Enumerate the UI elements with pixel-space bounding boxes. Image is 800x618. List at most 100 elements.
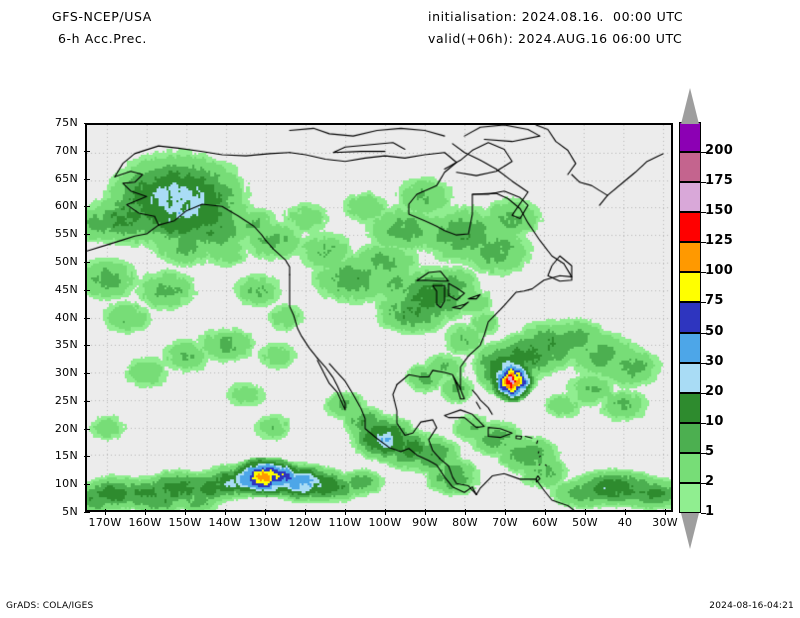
lat-tick <box>84 400 90 402</box>
lon-tick <box>465 509 466 515</box>
lat-tick <box>84 289 90 291</box>
colorbar-label-1: 1 <box>705 504 715 519</box>
colorbar-segment-100 <box>679 242 701 273</box>
lat-tick <box>84 206 90 208</box>
lat-label-50N: 50N <box>54 254 78 268</box>
lon-tick <box>545 509 546 515</box>
lon-tick <box>145 509 146 515</box>
lat-label-10N: 10N <box>54 477 78 491</box>
lon-tick <box>385 509 386 515</box>
lat-tick <box>84 345 90 347</box>
colorbar-tick <box>701 362 706 364</box>
colorbar-label-175: 175 <box>705 173 734 189</box>
lat-label-35N: 35N <box>54 338 78 352</box>
header-valid-time: valid(+06h): 2024.AUG.16 06:00 UTC <box>428 31 683 46</box>
lat-tick <box>84 456 90 458</box>
lon-label-60W: 60W <box>532 516 558 529</box>
lon-label-50W: 50W <box>572 516 598 529</box>
lon-tick <box>105 509 106 515</box>
lat-tick <box>84 428 90 430</box>
colorbar-label-50: 50 <box>705 323 724 339</box>
colorbar-label-125: 125 <box>705 233 734 249</box>
colorbar-label-10: 10 <box>705 413 724 429</box>
lat-label-75N: 75N <box>54 116 78 129</box>
lon-tick <box>225 509 226 515</box>
lon-label-90W: 90W <box>412 516 438 529</box>
colorbar-tick <box>701 452 706 454</box>
lat-label-60N: 60N <box>54 199 78 213</box>
lat-label-55N: 55N <box>54 227 78 241</box>
colorbar-segment-125 <box>679 212 701 243</box>
footer-credit: GrADS: COLA/IGES <box>6 601 94 611</box>
lat-tick <box>84 484 90 486</box>
lon-tick <box>305 509 306 515</box>
colorbar-label-150: 150 <box>705 203 734 219</box>
lat-label-25N: 25N <box>54 393 78 407</box>
lat-tick <box>84 123 90 124</box>
lat-label-40N: 40N <box>54 310 78 324</box>
colorbar-label-5: 5 <box>705 443 715 459</box>
lon-tick <box>625 509 626 515</box>
lon-label-40: 40 <box>617 516 633 529</box>
lon-label-30W: 30W <box>652 516 678 529</box>
lon-tick <box>425 509 426 515</box>
colorbar-tick <box>701 392 706 394</box>
colorbar-label-75: 75 <box>705 293 724 309</box>
colorbar-tick <box>701 212 706 214</box>
lat-label-15N: 15N <box>54 449 78 463</box>
lon-tick <box>505 509 506 515</box>
lat-tick <box>84 150 90 152</box>
lon-label-110W: 110W <box>328 516 362 529</box>
colorbar-segment-200 <box>679 122 701 153</box>
colorbar-label-2: 2 <box>705 473 715 489</box>
colorbar-tick <box>701 302 706 304</box>
lat-tick <box>84 317 90 319</box>
lat-tick <box>84 234 90 236</box>
lon-label-140W: 140W <box>208 516 242 529</box>
colorbar-segment-175 <box>679 152 701 183</box>
header-model: GFS-NCEP/USA <box>52 9 152 24</box>
header-initialisation: initialisation: 2024.08.16. 00:00 UTC <box>428 9 684 24</box>
colorbar-label-200: 200 <box>705 143 734 159</box>
footer-timestamp: 2024-08-16-04:21 <box>709 601 794 611</box>
lon-tick <box>665 509 666 515</box>
lon-label-80W: 80W <box>452 516 478 529</box>
lon-tick <box>185 509 186 515</box>
colorbar-segment-150 <box>679 182 701 213</box>
colorbar-tick <box>701 272 706 274</box>
lon-tick <box>345 509 346 515</box>
colorbar-tick <box>701 182 706 184</box>
lat-label-20N: 20N <box>54 421 78 435</box>
lat-label-30N: 30N <box>54 366 78 380</box>
lon-label-170W: 170W <box>88 516 122 529</box>
lon-tick <box>585 509 586 515</box>
colorbar-label-30: 30 <box>705 353 724 369</box>
lon-label-130W: 130W <box>248 516 282 529</box>
colorbar-overflow-arrow-down <box>681 513 699 549</box>
lat-tick <box>84 178 90 180</box>
lat-label-65N: 65N <box>54 171 78 185</box>
map-canvas <box>87 125 671 510</box>
colorbar-tick <box>701 152 706 154</box>
colorbar-segment-1 <box>679 482 701 513</box>
colorbar-tick <box>701 422 706 424</box>
precipitation-map-plot <box>85 123 673 512</box>
colorbar-segment-5 <box>679 422 701 453</box>
colorbar-overflow-arrow-up <box>681 88 699 124</box>
colorbar-label-100: 100 <box>705 263 734 279</box>
lat-label-5N: 5N <box>62 505 78 518</box>
header-field: 6-h Acc.Prec. <box>58 31 147 46</box>
colorbar-segment-20 <box>679 362 701 393</box>
lat-tick <box>84 373 90 375</box>
colorbar <box>679 122 701 513</box>
lat-tick <box>84 261 90 263</box>
lon-label-100W: 100W <box>368 516 402 529</box>
lat-label-45N: 45N <box>54 282 78 296</box>
colorbar-segment-50 <box>679 302 701 333</box>
colorbar-segment-30 <box>679 332 701 363</box>
lon-label-70W: 70W <box>492 516 518 529</box>
lon-label-120W: 120W <box>288 516 322 529</box>
lon-tick <box>265 509 266 515</box>
lat-label-70N: 70N <box>54 143 78 157</box>
colorbar-label-20: 20 <box>705 383 724 399</box>
